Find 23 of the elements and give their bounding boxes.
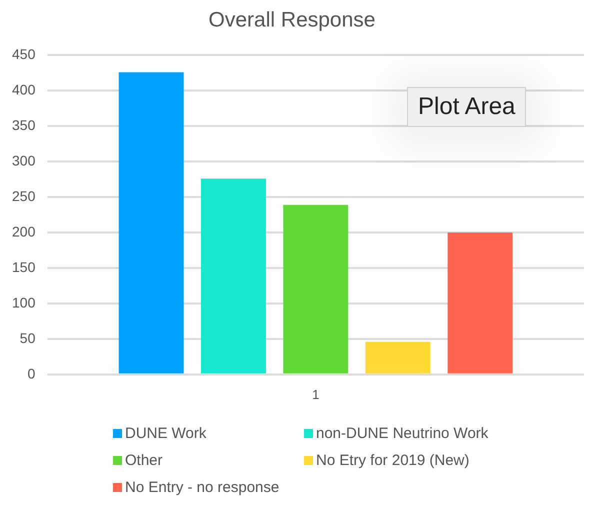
y-tick-label: 300 (12, 152, 36, 168)
chart-title: Overall Response (208, 8, 376, 32)
annotation: Plot Area (407, 87, 526, 127)
y-tick-label: 100 (12, 294, 36, 310)
y-tick-label: 200 (12, 223, 36, 240)
bar (448, 232, 513, 374)
bar (200, 178, 266, 374)
bar (365, 342, 430, 374)
y-tick-label: 350 (12, 116, 36, 133)
legend-label: No Entry - no response (125, 478, 280, 496)
bar (118, 72, 184, 374)
y-tick-label: 0 (28, 365, 36, 382)
legend-label: Other (125, 452, 163, 468)
y-tick-label: 150 (12, 258, 36, 275)
bar (283, 204, 348, 374)
x-tick-label: 1 (312, 386, 320, 402)
y-tick-label: 50 (20, 330, 36, 346)
legend-label: non-DUNE Neutrino Work (316, 424, 488, 442)
legend-label: DUNE Work (125, 424, 206, 442)
legend-label: No Etry for 2019 (New) (316, 452, 470, 468)
y-tick-label: 250 (12, 188, 36, 204)
y-tick-label: 450 (12, 46, 36, 62)
y-tick-label: 400 (12, 82, 36, 98)
